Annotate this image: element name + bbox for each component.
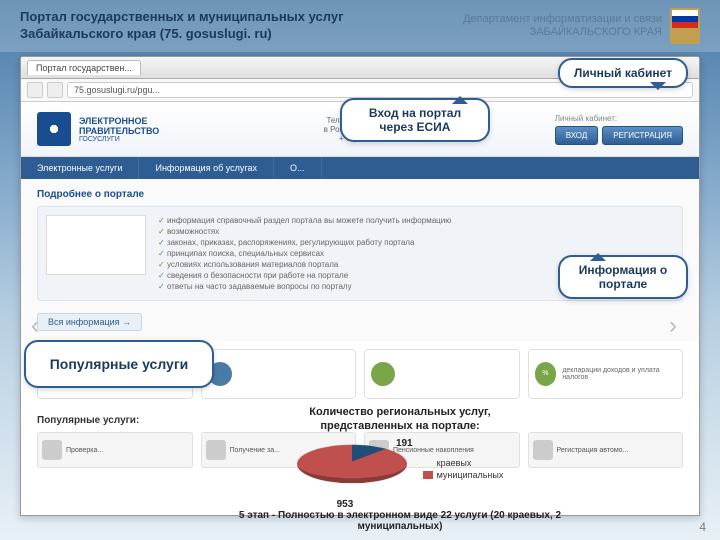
all-info-button[interactable]: Вся информация → (37, 313, 142, 331)
logo-line1: ЭЛЕКТРОННОЕ (79, 116, 159, 126)
callout-personal-cabinet: Личный кабинет (558, 58, 688, 88)
card-icon (371, 362, 395, 386)
info-item: условиях использования материалов портал… (158, 259, 451, 270)
info-item: сведения о безопасности при работе на по… (158, 270, 451, 281)
slide-title: Портал государственных и муниципальных у… (20, 9, 400, 43)
service-card[interactable] (201, 349, 357, 399)
logo-line2: ПРАВИТЕЛЬСТВО (79, 126, 159, 136)
chart-overlay: Количество региональных услуг, представл… (220, 406, 580, 532)
browser-tab[interactable]: Портал государствен... (27, 60, 141, 75)
region-emblem-icon (670, 8, 700, 44)
info-item: принципах поиска, специальных сервисах (158, 248, 451, 259)
forward-button[interactable] (47, 82, 63, 98)
logo-line3: ГОСУСЛУГИ (79, 136, 159, 143)
carousel-prev-icon[interactable]: ‹ (31, 312, 51, 342)
service-card[interactable]: % декларации доходов и уплата налогов (528, 349, 684, 399)
slide-header: Портал государственных и муниципальных у… (0, 0, 720, 52)
logo-block: ЭЛЕКТРОННОЕ ПРАВИТЕЛЬСТВО ГОСУСЛУГИ (37, 112, 159, 146)
chart-legend: краевых муниципальных (423, 456, 504, 482)
legend-swatch-1 (423, 459, 433, 467)
dept-line2: ЗАБАЙКАЛЬСКОГО КРАЯ (463, 26, 662, 39)
percent-icon: % (535, 362, 557, 386)
auth-title: Личный кабинет: (555, 114, 683, 123)
service-card[interactable] (364, 349, 520, 399)
info-item: ответы на часто задаваемые вопросы по по… (158, 281, 451, 292)
chart-footer: 5 этап - Полностью в электронном виде 22… (220, 510, 580, 532)
legend-label-2: муниципальных (437, 470, 504, 480)
pie-chart: 191 953 (297, 434, 407, 504)
nav-tab-other[interactable]: О... (274, 157, 322, 179)
callout-popular-services: Популярные услуги (24, 340, 214, 388)
page-number: 4 (699, 520, 706, 534)
chart-title-line1: Количество региональных услуг, (220, 406, 580, 418)
info-item: возможностях (158, 226, 451, 237)
pie-value-1: 191 (396, 438, 413, 449)
gosuslugi-logo-icon (37, 112, 71, 146)
item-icon (42, 440, 62, 460)
legend-swatch-2 (423, 471, 433, 479)
nav-tabs: Электронные услуги Информация об услугах… (21, 157, 699, 179)
service-card-text: декларации доходов и уплата налогов (562, 367, 676, 381)
carousel-next-icon[interactable]: › (669, 312, 689, 342)
pie-3d (297, 445, 407, 484)
popular-item[interactable]: Проверка... (37, 432, 193, 468)
pie-value-2: 953 (337, 499, 354, 510)
info-list: информация справочный раздел портала вы … (158, 215, 451, 292)
section-title: Подробнее о портале (37, 189, 683, 200)
dept-line1: Департамент информатизации и связи (463, 13, 662, 26)
legend-label-1: краевых (437, 458, 472, 468)
info-item: информация справочный раздел портала вы … (158, 215, 451, 226)
nav-tab-info[interactable]: Информация об услугах (139, 157, 274, 179)
callout-esia-entry: Вход на портал через ЕСИА (340, 98, 490, 142)
callout-portal-info: Информация о портале (558, 255, 688, 299)
back-button[interactable] (27, 82, 43, 98)
dept-block: Департамент информатизации и связи ЗАБАЙ… (463, 8, 700, 44)
nav-tab-eservices[interactable]: Электронные услуги (21, 157, 139, 179)
info-thumbnail (46, 215, 146, 275)
register-button[interactable]: РЕГИСТРАЦИЯ (602, 126, 683, 145)
login-button[interactable]: ВХОД (555, 126, 599, 145)
info-item: законах, приказах, распоряжениях, регули… (158, 237, 451, 248)
chart-title-line2: представленных на портале: (220, 420, 580, 432)
